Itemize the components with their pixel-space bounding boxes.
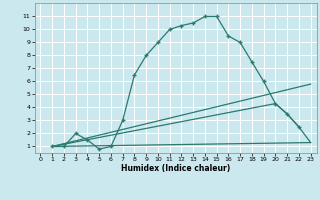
X-axis label: Humidex (Indice chaleur): Humidex (Indice chaleur) [121, 164, 230, 173]
